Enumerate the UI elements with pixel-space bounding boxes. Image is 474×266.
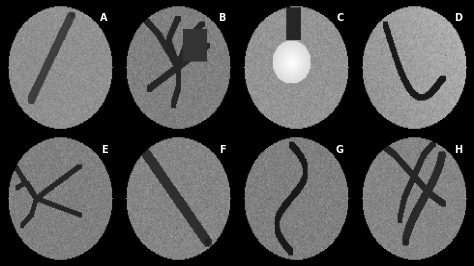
Text: E: E — [101, 145, 107, 155]
Text: H: H — [454, 145, 462, 155]
Text: B: B — [218, 13, 226, 23]
Text: C: C — [336, 13, 344, 23]
Text: G: G — [336, 145, 344, 155]
Text: A: A — [100, 13, 108, 23]
Text: F: F — [219, 145, 225, 155]
Text: D: D — [454, 13, 462, 23]
